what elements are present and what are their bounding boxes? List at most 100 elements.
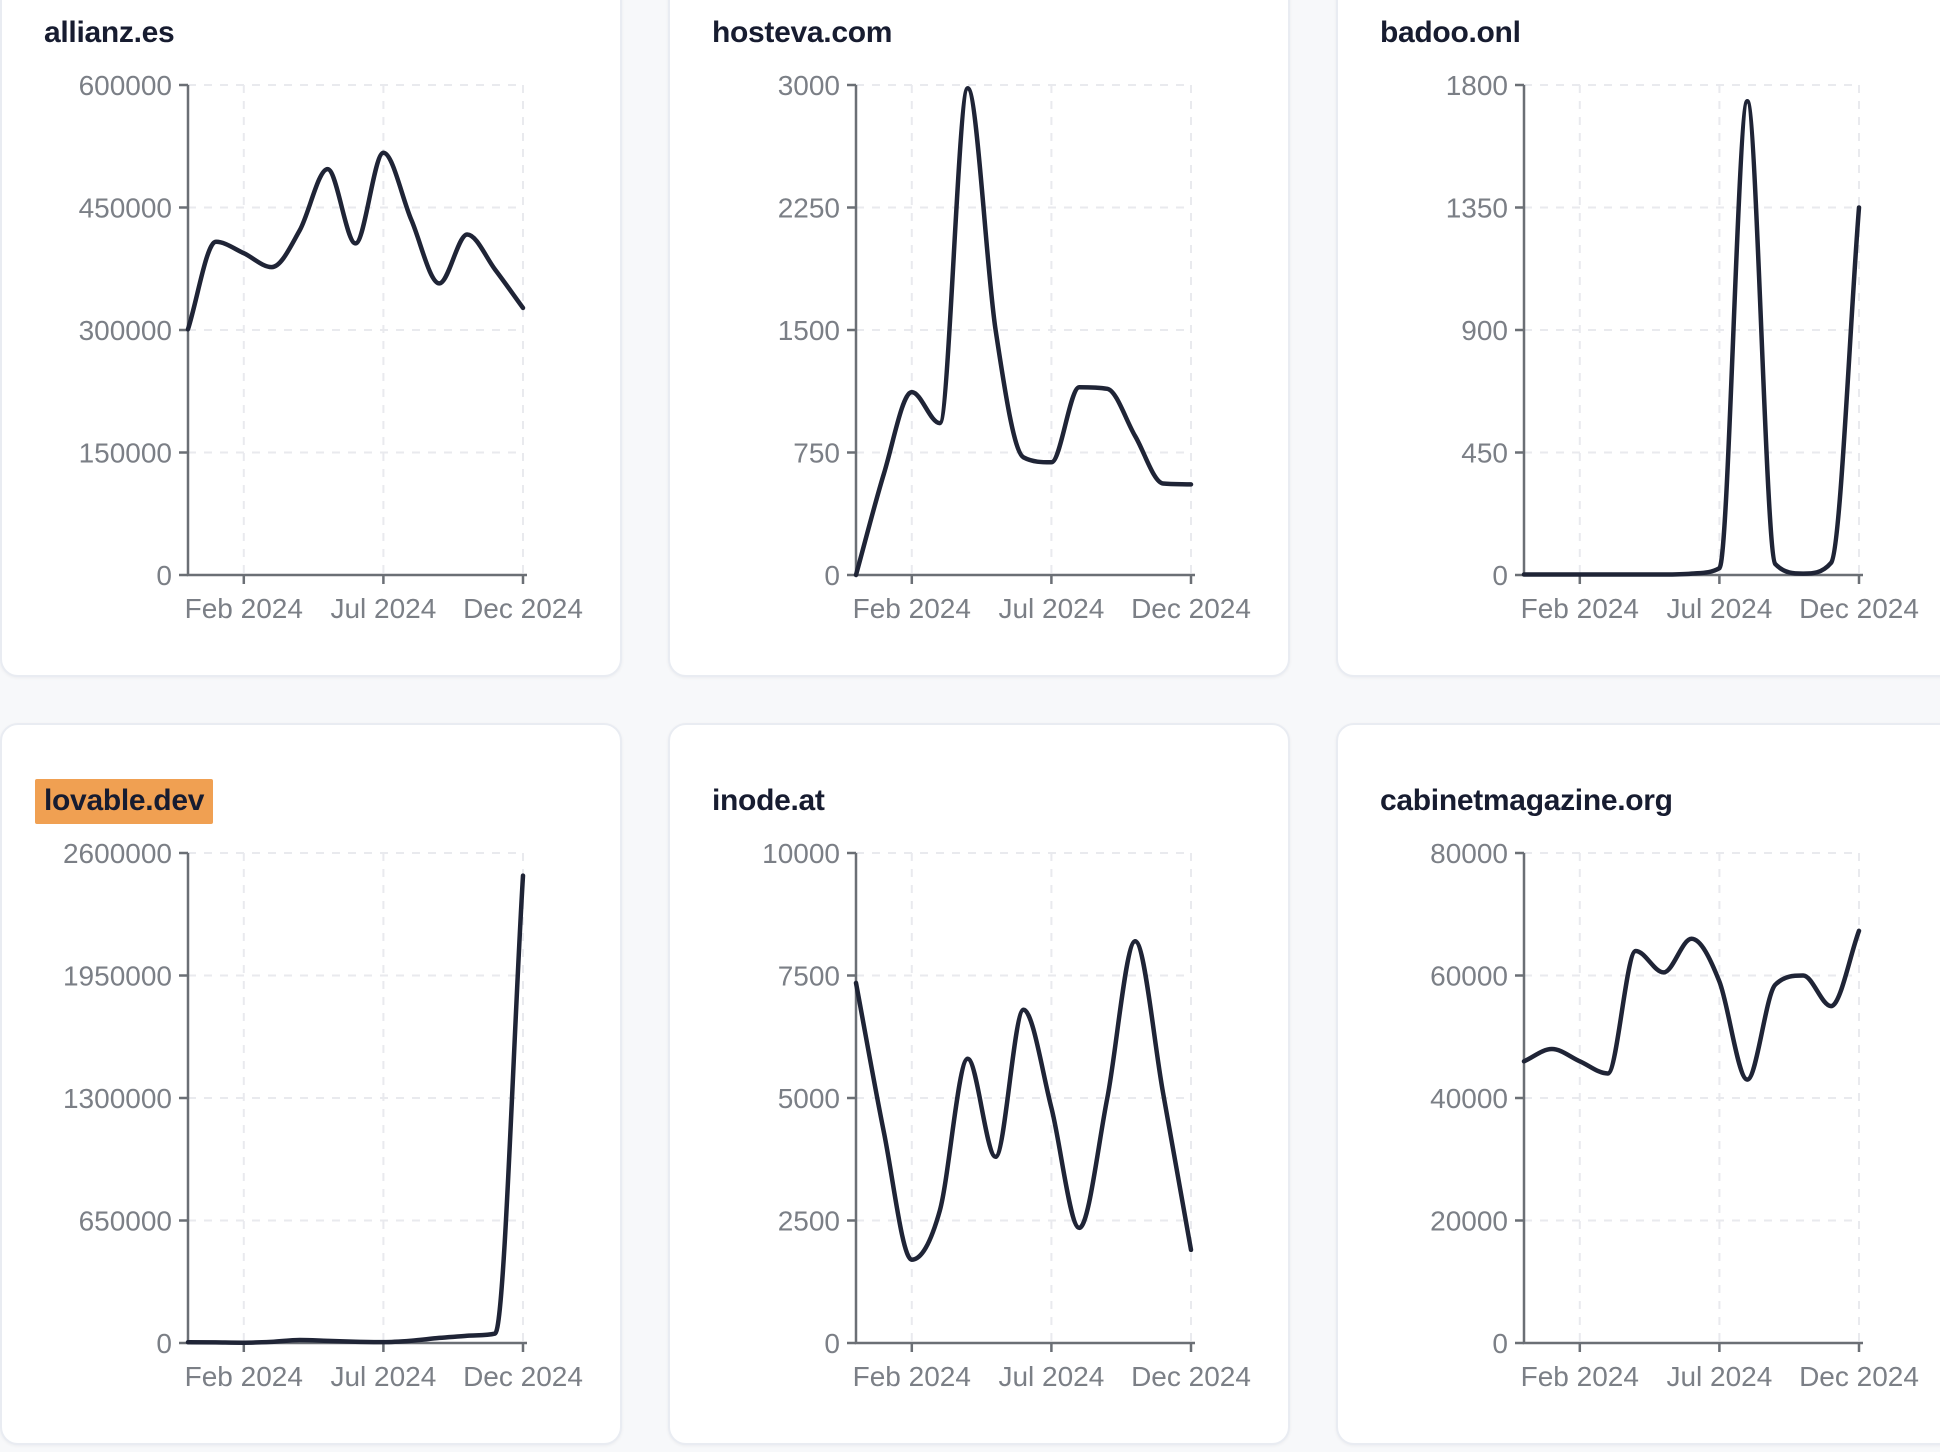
y-axis-labels: 0 450 900 1350 1800 bbox=[1446, 70, 1508, 591]
x-tick-label: Jul 2024 bbox=[1666, 593, 1772, 624]
x-tick-label: Jul 2024 bbox=[330, 593, 436, 624]
x-tick-label: Dec 2024 bbox=[1799, 1361, 1919, 1392]
y-axis-labels: 0 150000 300000 450000 600000 bbox=[79, 70, 172, 591]
traffic-line-chart: 0 750 1500 2250 3000 Feb 2024 Jul 2024 Dec 2024 bbox=[778, 70, 1251, 624]
series-line bbox=[1521, 99, 1862, 577]
domain-card-allianz-es[interactable]: allianz.es 0 150000 300000 450000 600000 Feb … bbox=[0, 0, 622, 677]
x-axis-labels: Feb 2024 Jul 2024 Dec 2024 bbox=[853, 593, 1251, 624]
domain-title: cabinetmagazine.org bbox=[1380, 783, 1918, 819]
x-tick-label: Feb 2024 bbox=[1521, 1361, 1639, 1392]
x-tick-label: Dec 2024 bbox=[1131, 593, 1251, 624]
x-tick-label: Feb 2024 bbox=[1521, 593, 1639, 624]
x-axis-labels: Feb 2024 Jul 2024 Dec 2024 bbox=[1521, 593, 1919, 624]
y-tick-label: 750 bbox=[793, 438, 840, 469]
y-tick-label: 2500 bbox=[778, 1206, 840, 1237]
y-tick-label: 7500 bbox=[778, 961, 840, 992]
y-tick-label: 0 bbox=[156, 560, 172, 591]
domain-title: inode.at bbox=[712, 783, 1250, 819]
axes bbox=[1515, 83, 1863, 584]
x-tick-label: Jul 2024 bbox=[998, 593, 1104, 624]
highlighted-domain-title-text: lovable.dev bbox=[35, 779, 214, 824]
y-tick-label: 0 bbox=[1492, 1328, 1508, 1359]
y-tick-label: 450 bbox=[1461, 438, 1508, 469]
traffic-line-chart: 0 2500 5000 7500 10000 Feb 2024 Jul 2024 Dec 20… bbox=[762, 838, 1251, 1392]
x-tick-label: Dec 2024 bbox=[463, 593, 583, 624]
domain-title-text: inode.at bbox=[712, 784, 825, 817]
y-tick-label: 10000 bbox=[762, 838, 840, 869]
domain-title-text: cabinetmagazine.org bbox=[1380, 784, 1673, 817]
y-axis-labels: 0 20000 40000 60000 80000 bbox=[1430, 838, 1508, 1359]
y-tick-label: 60000 bbox=[1430, 961, 1508, 992]
x-tick-label: Dec 2024 bbox=[1799, 593, 1919, 624]
y-tick-label: 80000 bbox=[1430, 838, 1508, 869]
y-tick-label: 1500 bbox=[778, 315, 840, 346]
gridlines bbox=[856, 84, 1192, 575]
domain-card-badoo-onl[interactable]: badoo.onl 0 450 900 1350 1800 Feb 2024 Jul 202… bbox=[1336, 0, 1940, 677]
x-tick-label: Jul 2024 bbox=[1666, 1361, 1772, 1392]
x-tick-label: Feb 2024 bbox=[185, 593, 303, 624]
x-axis-labels: Feb 2024 Jul 2024 Dec 2024 bbox=[185, 593, 583, 624]
axes bbox=[847, 83, 1195, 584]
y-tick-label: 1950000 bbox=[63, 961, 172, 992]
domain-title: lovable.dev bbox=[35, 779, 582, 824]
x-tick-label: Feb 2024 bbox=[853, 1361, 971, 1392]
y-tick-label: 300000 bbox=[79, 315, 172, 346]
y-axis-labels: 0 750 1500 2250 3000 bbox=[778, 70, 840, 591]
traffic-line-chart: 0 150000 300000 450000 600000 Feb 2024 Jul 202… bbox=[79, 70, 583, 624]
series-line bbox=[853, 86, 1194, 578]
series-line bbox=[1521, 928, 1862, 1082]
domain-title-text: hosteva.com bbox=[712, 16, 893, 49]
x-tick-label: Feb 2024 bbox=[185, 1361, 303, 1392]
y-tick-label: 20000 bbox=[1430, 1206, 1508, 1237]
x-axis-labels: Feb 2024 Jul 2024 Dec 2024 bbox=[853, 1361, 1251, 1392]
y-tick-label: 450000 bbox=[79, 193, 172, 224]
y-tick-label: 1350 bbox=[1446, 193, 1508, 224]
y-tick-label: 1800 bbox=[1446, 70, 1508, 101]
y-tick-label: 1300000 bbox=[63, 1083, 172, 1114]
gridlines bbox=[1524, 84, 1860, 575]
axes bbox=[847, 851, 1195, 1352]
y-axis-labels: 0 650000 1300000 1950000 2600000 bbox=[63, 838, 172, 1359]
y-tick-label: 0 bbox=[1492, 560, 1508, 591]
x-axis-labels: Feb 2024 Jul 2024 Dec 2024 bbox=[1521, 1361, 1919, 1392]
domain-title-text: allianz.es bbox=[44, 16, 175, 49]
x-axis-labels: Feb 2024 Jul 2024 Dec 2024 bbox=[185, 1361, 583, 1392]
x-tick-label: Dec 2024 bbox=[1131, 1361, 1251, 1392]
x-tick-label: Jul 2024 bbox=[998, 1361, 1104, 1392]
series-line bbox=[185, 873, 526, 1345]
axes bbox=[1515, 851, 1863, 1352]
y-axis-labels: 0 2500 5000 7500 10000 bbox=[762, 838, 840, 1359]
y-tick-label: 2250 bbox=[778, 193, 840, 224]
x-tick-label: Feb 2024 bbox=[853, 593, 971, 624]
axes bbox=[179, 851, 527, 1352]
y-tick-label: 3000 bbox=[778, 70, 840, 101]
domain-title: allianz.es bbox=[44, 15, 582, 51]
domain-title-text: badoo.onl bbox=[1380, 16, 1521, 49]
axes bbox=[179, 83, 527, 584]
series-line bbox=[853, 938, 1194, 1262]
y-tick-label: 0 bbox=[824, 1328, 840, 1359]
domain-title: badoo.onl bbox=[1380, 15, 1918, 51]
x-tick-label: Dec 2024 bbox=[463, 1361, 583, 1392]
y-tick-label: 0 bbox=[156, 1328, 172, 1359]
traffic-line-chart: 0 450 900 1350 1800 Feb 2024 Jul 2024 Dec 2024 bbox=[1446, 70, 1919, 624]
gridlines bbox=[856, 852, 1192, 1343]
y-tick-label: 650000 bbox=[79, 1206, 172, 1237]
domain-card-lovable-dev[interactable]: lovable.dev 0 650000 1300000 1950000 2600000… bbox=[0, 723, 622, 1445]
y-tick-label: 0 bbox=[824, 560, 840, 591]
domain-card-inode-at[interactable]: inode.at 0 2500 5000 7500 10000 Feb 2024 Jul 2… bbox=[668, 723, 1290, 1445]
domain-title: hosteva.com bbox=[712, 15, 1250, 51]
y-tick-label: 5000 bbox=[778, 1083, 840, 1114]
traffic-line-chart: 0 650000 1300000 1950000 2600000 Feb 2024 Jul … bbox=[63, 838, 583, 1392]
gridlines bbox=[188, 852, 524, 1343]
y-tick-label: 40000 bbox=[1430, 1083, 1508, 1114]
y-tick-label: 2600000 bbox=[63, 838, 172, 869]
domain-card-cabinetmagazine-org[interactable]: cabinetmagazine.org 0 20000 40000 60000 8000… bbox=[1336, 723, 1940, 1445]
gridlines bbox=[1524, 852, 1860, 1343]
domain-card-hosteva-com[interactable]: hosteva.com 0 750 1500 2250 3000 Feb 2024 Jul … bbox=[668, 0, 1290, 677]
y-tick-label: 150000 bbox=[79, 438, 172, 469]
traffic-line-chart: 0 20000 40000 60000 80000 Feb 2024 Jul 2024 Dec… bbox=[1430, 838, 1919, 1392]
x-tick-label: Jul 2024 bbox=[330, 1361, 436, 1392]
series-line bbox=[185, 150, 526, 332]
